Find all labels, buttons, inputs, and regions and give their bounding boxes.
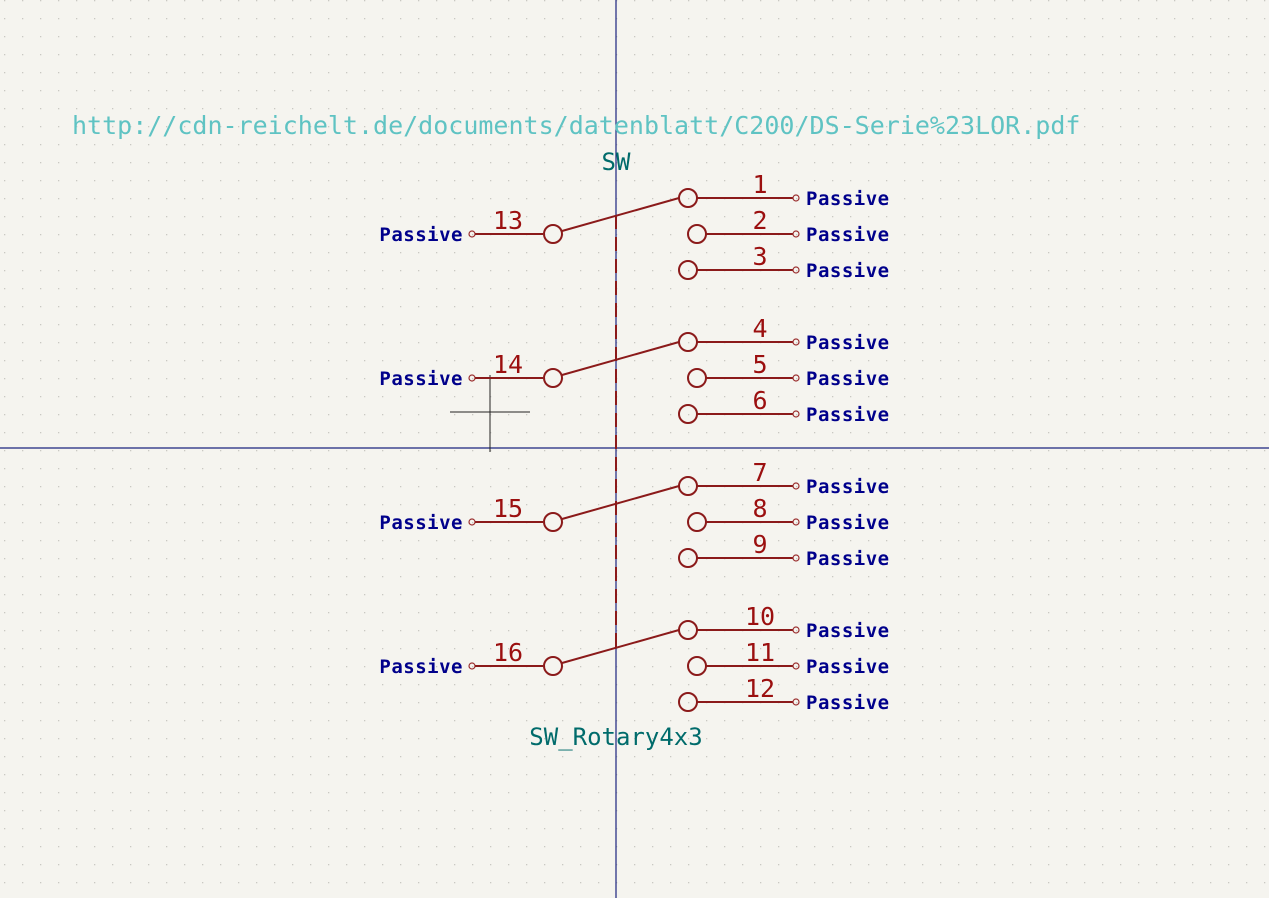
pin-number: 9 (752, 530, 767, 559)
pin-endpoint[interactable] (792, 518, 800, 526)
pin-number: 2 (752, 206, 767, 235)
pin-type-label: Passive (806, 368, 890, 390)
switch-wiper-line (561, 629, 680, 664)
pin-endpoint[interactable] (792, 482, 800, 490)
pin-number: 3 (752, 242, 767, 271)
switch-wiper-line (561, 485, 680, 520)
pin-number: 6 (752, 386, 767, 415)
reference-field[interactable]: SW (602, 148, 631, 176)
pin-number: 5 (752, 350, 767, 379)
pin-endpoint[interactable] (792, 662, 800, 670)
switch-wiper-line (561, 197, 680, 232)
pin-type-label: Passive (806, 548, 890, 570)
value-field[interactable]: SW_Rotary4x3 (529, 723, 702, 751)
pin-number: 4 (752, 314, 767, 343)
pin-type-label: Passive (379, 368, 463, 390)
pin-number: 13 (493, 206, 523, 235)
pin-endpoint[interactable] (792, 230, 800, 238)
pin-type-label: Passive (379, 224, 463, 246)
pin-number: 16 (493, 638, 523, 667)
pin-endpoint[interactable] (792, 554, 800, 562)
pin-type-label: Passive (806, 512, 890, 534)
cursor-crosshair-icon (450, 375, 530, 452)
pin-type-label: Passive (806, 620, 890, 642)
pin-type-label: Passive (806, 404, 890, 426)
pin-type-label: Passive (806, 476, 890, 498)
pin-contact-circle (543, 224, 563, 244)
datasheet-field[interactable]: http://cdn-reichelt.de/documents/datenbl… (72, 111, 1080, 140)
pin-type-label: Passive (806, 656, 890, 678)
switch-wiper-line (561, 341, 680, 376)
pin-contact-circle (543, 512, 563, 532)
pin-number: 8 (752, 494, 767, 523)
pin-number: 15 (493, 494, 523, 523)
pin-endpoint[interactable] (792, 698, 800, 706)
pin-type-label: Passive (806, 692, 890, 714)
pin-endpoint[interactable] (792, 626, 800, 634)
pin-endpoint[interactable] (792, 194, 800, 202)
pin-number: 1 (752, 170, 767, 199)
pin-number: 7 (752, 458, 767, 487)
pin-endpoint[interactable] (792, 410, 800, 418)
pin-type-label: Passive (806, 188, 890, 210)
pin-type-label: Passive (379, 512, 463, 534)
pin-number: 14 (493, 350, 523, 379)
pin-type-label: Passive (806, 224, 890, 246)
pin-number: 10 (745, 602, 775, 631)
pin-number: 12 (745, 674, 775, 703)
rotary-switch-symbol[interactable]: 13 Passive 1 Passive 2 Passive 3 Passive 14 Passi… (379, 170, 889, 714)
pin-type-label: Passive (806, 332, 890, 354)
pin-contact-circle (543, 368, 563, 388)
pin-type-label: Passive (379, 656, 463, 678)
pin-contact-circle (543, 656, 563, 676)
pin-endpoint[interactable] (792, 374, 800, 382)
pin-endpoint[interactable] (792, 266, 800, 274)
pin-type-label: Passive (806, 260, 890, 282)
pin-endpoint[interactable] (792, 338, 800, 346)
pin-number: 11 (745, 638, 775, 667)
